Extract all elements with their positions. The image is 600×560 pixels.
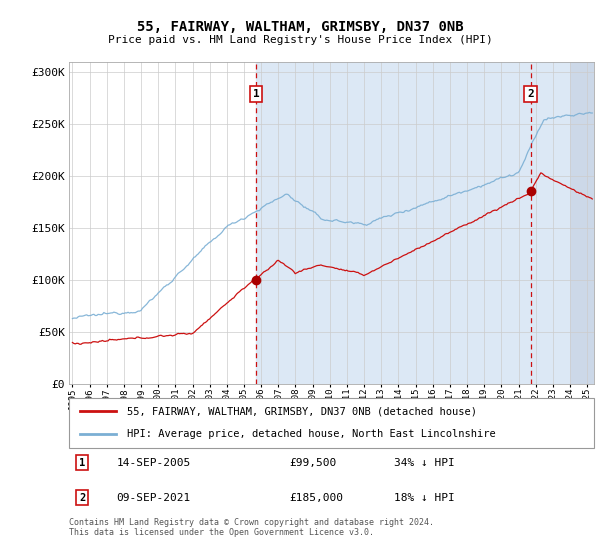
Text: 55, FAIRWAY, WALTHAM, GRIMSBY, DN37 0NB: 55, FAIRWAY, WALTHAM, GRIMSBY, DN37 0NB xyxy=(137,20,463,34)
Text: £185,000: £185,000 xyxy=(290,493,343,502)
Text: 18% ↓ HPI: 18% ↓ HPI xyxy=(395,493,455,502)
FancyBboxPatch shape xyxy=(69,398,594,448)
Text: £99,500: £99,500 xyxy=(290,458,337,468)
Text: 09-SEP-2021: 09-SEP-2021 xyxy=(116,493,191,502)
Text: Price paid vs. HM Land Registry's House Price Index (HPI): Price paid vs. HM Land Registry's House … xyxy=(107,35,493,45)
Text: 34% ↓ HPI: 34% ↓ HPI xyxy=(395,458,455,468)
Text: 1: 1 xyxy=(253,89,259,99)
Text: 2: 2 xyxy=(527,89,534,99)
Text: HPI: Average price, detached house, North East Lincolnshire: HPI: Average price, detached house, Nort… xyxy=(127,430,496,440)
Bar xyxy=(256,62,570,384)
Text: Contains HM Land Registry data © Crown copyright and database right 2024.
This d: Contains HM Land Registry data © Crown c… xyxy=(69,518,434,538)
Text: 2: 2 xyxy=(79,493,85,502)
Text: 14-SEP-2005: 14-SEP-2005 xyxy=(116,458,191,468)
Text: 55, FAIRWAY, WALTHAM, GRIMSBY, DN37 0NB (detached house): 55, FAIRWAY, WALTHAM, GRIMSBY, DN37 0NB … xyxy=(127,406,477,416)
Text: 1: 1 xyxy=(79,458,85,468)
Bar xyxy=(570,62,594,384)
